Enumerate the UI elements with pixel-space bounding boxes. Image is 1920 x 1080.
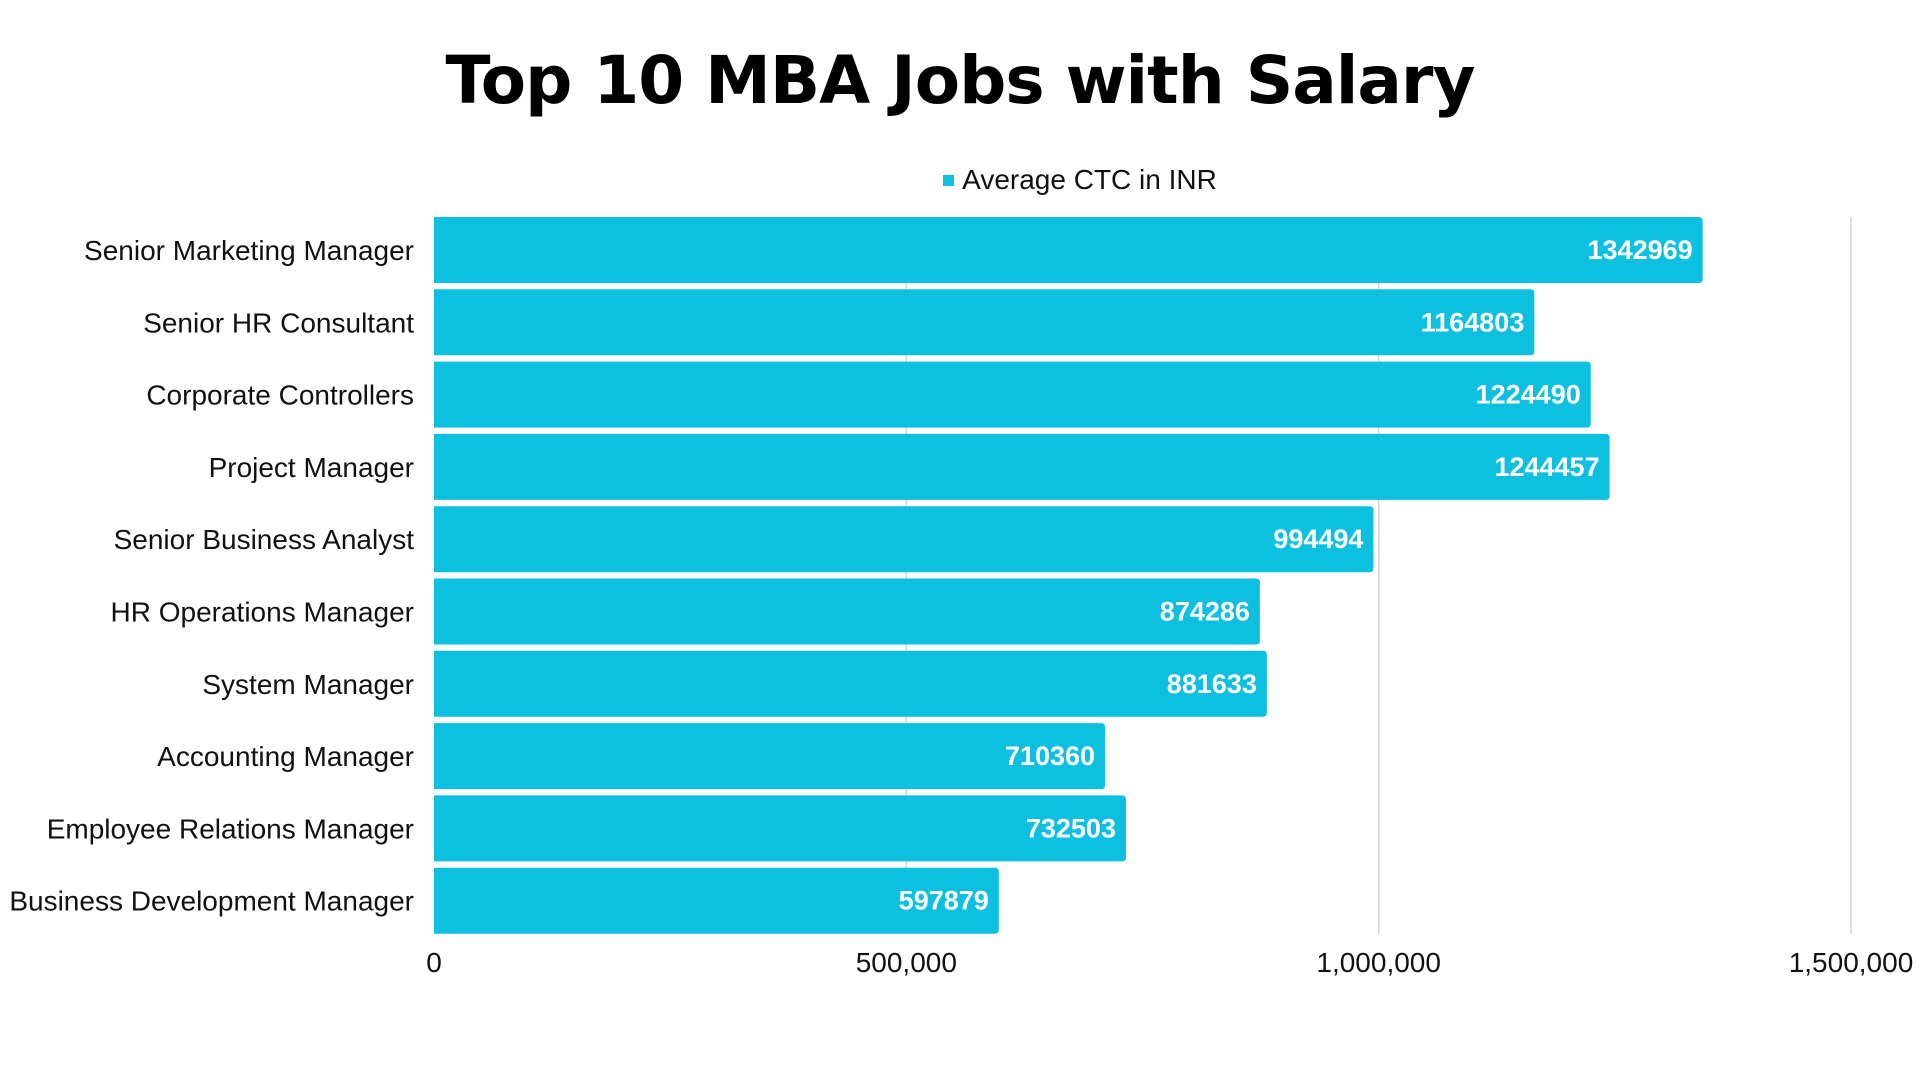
data-label: 881633 — [1167, 669, 1257, 699]
data-label: 732503 — [1026, 813, 1116, 843]
bar — [434, 361, 1591, 428]
data-label: 710360 — [1005, 741, 1095, 771]
category-label: Senior HR Consultant — [143, 307, 414, 338]
category-label: HR Operations Manager — [111, 597, 414, 628]
bar — [434, 723, 1106, 790]
category-label: Employee Relations Manager — [47, 813, 414, 844]
legend: Average CTC in INR — [0, 164, 1920, 196]
category-label: Senior Business Analyst — [114, 524, 415, 555]
data-label: 874286 — [1160, 597, 1250, 627]
bar — [434, 433, 1610, 500]
category-label: Business Development Manager — [9, 886, 414, 917]
chart-title: Top 10 MBA Jobs with Salary — [445, 42, 1476, 119]
x-tick-label: 500,000 — [856, 947, 957, 978]
category-label: Corporate Controllers — [146, 380, 414, 411]
data-label: 1224490 — [1476, 380, 1581, 410]
data-label: 597879 — [899, 886, 989, 916]
category-label: Senior Marketing Manager — [84, 235, 414, 266]
x-tick-label: 1,500,000 — [1789, 947, 1914, 978]
data-label: 994494 — [1273, 524, 1363, 554]
bar — [434, 289, 1535, 356]
bar — [434, 217, 1703, 283]
bar — [434, 578, 1260, 645]
bar — [434, 867, 999, 934]
data-label: 1342969 — [1588, 235, 1693, 265]
bar — [434, 650, 1267, 717]
legend-label: Average CTC in INR — [962, 164, 1217, 195]
data-label: 1244457 — [1494, 452, 1599, 482]
x-tick-label: 1,000,000 — [1316, 947, 1441, 978]
category-label: Accounting Manager — [157, 741, 414, 772]
category-label: Project Manager — [209, 452, 414, 483]
data-label: 1164803 — [1421, 307, 1525, 337]
x-tick-label: 0 — [426, 947, 442, 978]
bar — [434, 506, 1374, 573]
bar — [434, 795, 1126, 862]
category-label: System Manager — [202, 669, 414, 700]
legend-swatch — [943, 174, 955, 186]
